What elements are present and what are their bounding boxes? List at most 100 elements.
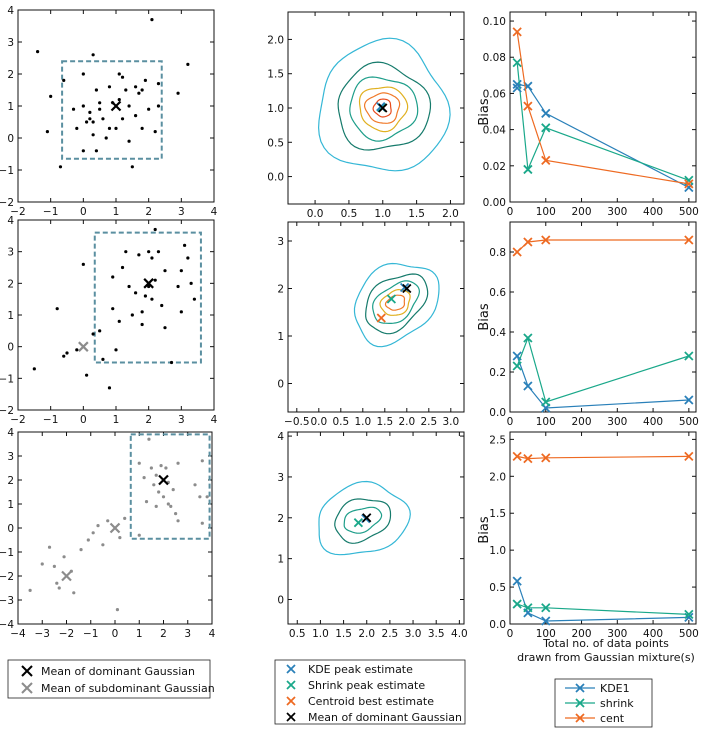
y-tick-label: 0.5 bbox=[267, 137, 284, 149]
legend-dominant-mean-2: Mean of dominant Gaussian bbox=[308, 711, 462, 724]
y-tick-label: 1.0 bbox=[267, 103, 284, 115]
data-point bbox=[163, 269, 167, 273]
x-tick-label: 2 bbox=[145, 414, 152, 426]
series-point-cent-stroke bbox=[684, 451, 694, 462]
series-point-KDE1-stroke bbox=[684, 182, 694, 193]
data-point bbox=[160, 303, 164, 308]
x-tick-label: 2 bbox=[145, 206, 152, 218]
data-point bbox=[118, 536, 122, 540]
x-tick-label: 0 bbox=[80, 414, 87, 426]
panel-1: −2 −1 0 1 2 3 4 −2 −1 0 1 2 3 4 bbox=[0, 5, 218, 218]
data-point bbox=[150, 18, 154, 22]
series-point-KDE1 bbox=[541, 108, 551, 118]
series-point-shrink bbox=[523, 333, 533, 343]
x-tick-label: 500 bbox=[679, 416, 699, 428]
subdominant-mean-marker bbox=[109, 522, 121, 534]
y-tick-label: 0.0 bbox=[489, 407, 506, 419]
contour-ring-mid bbox=[334, 498, 392, 544]
data-point bbox=[91, 332, 95, 336]
series-point-cent bbox=[512, 451, 522, 462]
data-point bbox=[189, 281, 193, 285]
x-tick-label: 100 bbox=[536, 628, 556, 640]
x-tick-label: 2 bbox=[160, 628, 167, 640]
legend-marker-3-stroke bbox=[286, 712, 296, 722]
x-tick-label: 3 bbox=[178, 206, 185, 218]
x-tick-label: 2.0 bbox=[442, 208, 459, 220]
x-tick-label: 1.0 bbox=[354, 416, 371, 428]
series-point-KDE1 bbox=[684, 182, 694, 193]
data-point bbox=[205, 495, 209, 499]
series-point-shrink-stroke bbox=[512, 599, 522, 609]
data-point bbox=[120, 117, 125, 121]
x-tick-label: −3 bbox=[35, 628, 50, 640]
series-point-cent bbox=[523, 237, 533, 247]
data-point bbox=[176, 284, 180, 289]
legend-xmarker-1-stroke bbox=[575, 698, 585, 708]
data-point bbox=[124, 250, 128, 254]
legend-subdominant-mean: Mean of subdominant Gaussian bbox=[41, 682, 215, 695]
legend-xmarker-2 bbox=[575, 713, 585, 723]
data-point bbox=[98, 329, 102, 333]
x-tick-label: 300 bbox=[607, 206, 627, 218]
data-point bbox=[45, 130, 50, 134]
data-point bbox=[101, 543, 105, 547]
series-point-cent-stroke bbox=[512, 247, 522, 257]
y-tick-label: 0.2 bbox=[489, 367, 506, 379]
data-point bbox=[40, 562, 44, 566]
series-point-KDE1 bbox=[523, 381, 533, 391]
data-point bbox=[137, 461, 141, 465]
data-point bbox=[88, 110, 92, 114]
data-point bbox=[123, 516, 127, 521]
subdominant-mean-marker bbox=[61, 570, 72, 582]
data-point bbox=[166, 502, 170, 506]
subdominant-mean-marker-stroke bbox=[78, 341, 89, 352]
true-mean-marker bbox=[402, 283, 412, 294]
y-tick-label: −1 bbox=[0, 547, 14, 559]
series-point-KDE1 bbox=[541, 616, 551, 626]
x-tick-label: 2.5 bbox=[382, 628, 399, 640]
x-tick-label: 400 bbox=[643, 206, 663, 218]
data-point bbox=[143, 78, 147, 82]
y-tick-label: 0.00 bbox=[483, 197, 506, 209]
y-tick-label: −2 bbox=[0, 405, 14, 417]
x-tick-label: 200 bbox=[572, 206, 592, 218]
data-point bbox=[98, 107, 102, 111]
y-tick-label: 4 bbox=[7, 427, 14, 439]
series-point-cent bbox=[541, 235, 551, 245]
series-line-cent bbox=[516, 31, 689, 185]
legend-xmarker-0 bbox=[575, 683, 585, 693]
series-point-shrink bbox=[541, 603, 551, 613]
y-tick-label: 0 bbox=[7, 342, 14, 354]
data-point bbox=[176, 91, 180, 95]
series-point-cent-stroke bbox=[523, 101, 533, 111]
series-point-kde-overlap-stroke bbox=[512, 83, 522, 93]
panel-2: −2 −1 0 1 2 3 4 −2 −1 0 1 2 3 4 bbox=[0, 215, 218, 426]
legend-marker-2-stroke bbox=[286, 696, 296, 706]
data-point bbox=[150, 297, 154, 301]
panel-9-frame bbox=[509, 431, 697, 625]
data-point bbox=[169, 504, 173, 508]
data-point bbox=[140, 126, 144, 130]
data-point bbox=[200, 521, 204, 525]
legend-xmarker-2-stroke bbox=[575, 713, 585, 723]
y-tick-label: 0.4 bbox=[489, 327, 506, 339]
panel-6-frame bbox=[287, 431, 465, 625]
data-point bbox=[86, 538, 90, 542]
y-tick-label: 1.5 bbox=[267, 69, 284, 81]
series-point-shrink bbox=[512, 58, 522, 68]
y-tick-label: 1.0 bbox=[489, 545, 506, 557]
legend-xmarker-1 bbox=[575, 698, 585, 708]
data-point bbox=[55, 307, 59, 311]
data-point bbox=[106, 519, 110, 523]
data-point bbox=[79, 548, 83, 552]
series-point-cent bbox=[523, 101, 533, 111]
series-point-shrink-stroke bbox=[523, 333, 533, 343]
x-tick-label: 0 bbox=[507, 206, 514, 218]
data-point bbox=[147, 107, 151, 111]
y-tick-label: 0 bbox=[7, 523, 14, 535]
data-point bbox=[171, 488, 175, 492]
series-point-KDE1-stroke bbox=[512, 576, 522, 586]
data-point bbox=[169, 360, 174, 365]
data-point bbox=[144, 500, 149, 504]
data-point bbox=[62, 78, 66, 82]
